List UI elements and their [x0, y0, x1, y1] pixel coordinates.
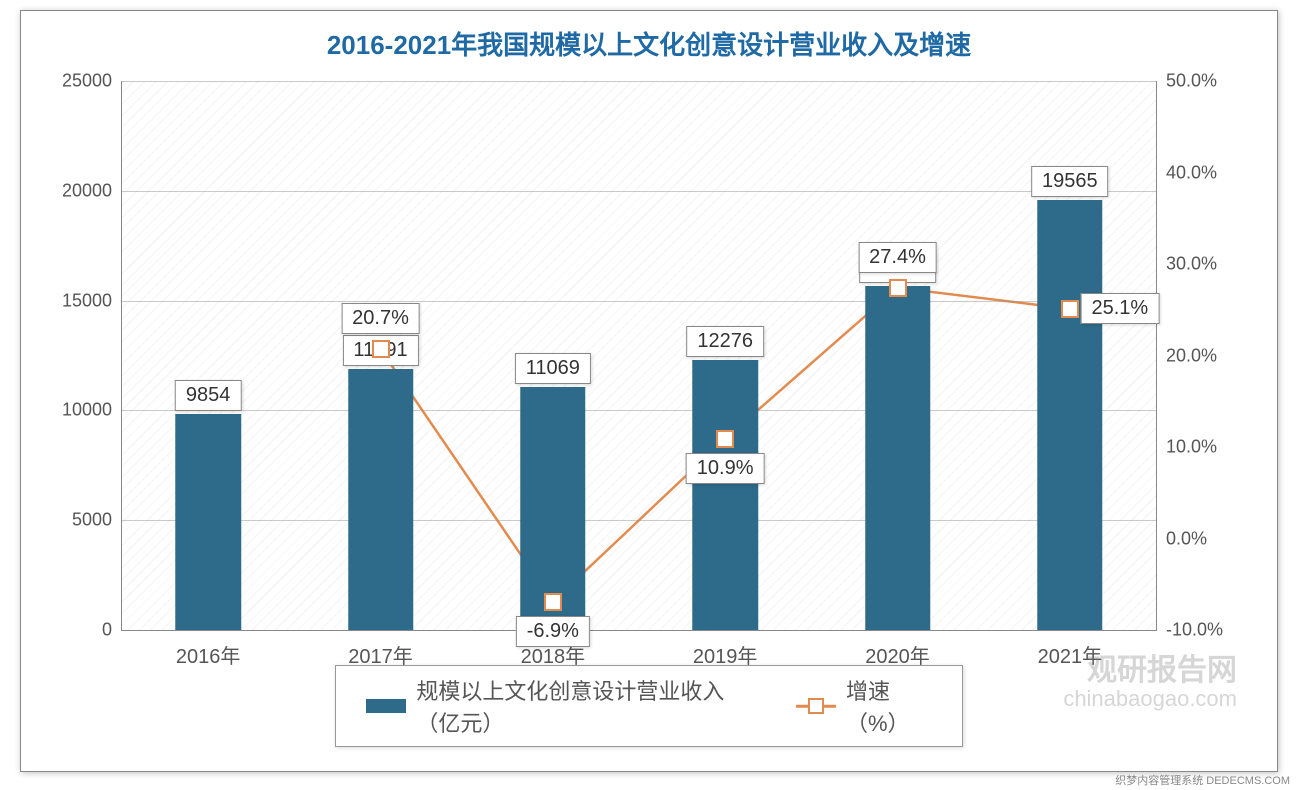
growth-label: 27.4%	[858, 242, 937, 273]
growth-line-svg	[122, 81, 1156, 630]
chart-title: 2016-2021年我国规模以上文化创意设计营业收入及增速	[21, 25, 1277, 62]
gridline	[122, 301, 1156, 302]
ytick-right: 40.0%	[1166, 162, 1217, 183]
ytick-left: 20000	[62, 180, 112, 201]
legend-item-bar: 规模以上文化创意设计营业收入（亿元）	[366, 674, 736, 738]
xtick: 2021年	[1038, 640, 1103, 669]
ytick-right: 10.0%	[1166, 437, 1217, 458]
footer-credit: 织梦内容管理系统 DEDECMS.COM	[1115, 772, 1290, 788]
watermark-brand: 观研报告网	[1087, 654, 1237, 687]
watermark-url: chinabaogao.com	[1063, 686, 1237, 711]
bar-value-label: 19565	[1031, 166, 1109, 197]
bar-value-label: 12276	[686, 326, 764, 357]
ytick-left: 0	[102, 620, 112, 641]
growth-label: 25.1%	[1080, 293, 1159, 324]
ytick-right: 20.0%	[1166, 345, 1217, 366]
bar	[1037, 200, 1102, 630]
line-marker	[544, 593, 562, 611]
bar-value-label: 9854	[175, 380, 242, 411]
legend-swatch-bar	[366, 699, 406, 713]
ytick-left: 25000	[62, 71, 112, 92]
ytick-right: -10.0%	[1166, 620, 1223, 641]
ytick-left: 10000	[62, 400, 112, 421]
gridline	[122, 81, 1156, 82]
gridline	[122, 410, 1156, 411]
line-marker	[716, 430, 734, 448]
line-marker	[889, 279, 907, 297]
ytick-right: 0.0%	[1166, 528, 1207, 549]
growth-label: 10.9%	[686, 453, 765, 484]
bar	[865, 286, 930, 630]
xtick: 2016年	[176, 640, 241, 669]
gridline	[122, 520, 1156, 521]
line-marker	[372, 340, 390, 358]
legend-swatch-line	[796, 699, 836, 713]
bar	[175, 414, 240, 630]
gridline	[122, 191, 1156, 192]
chart-container: 2016-2021年我国规模以上文化创意设计营业收入及增速 0500010000…	[20, 10, 1278, 772]
ytick-right: 50.0%	[1166, 71, 1217, 92]
legend-label-bar: 规模以上文化创意设计营业收入（亿元）	[416, 674, 736, 738]
growth-label: -6.9%	[516, 616, 590, 647]
ytick-right: 30.0%	[1166, 254, 1217, 275]
ytick-left: 15000	[62, 290, 112, 311]
legend-marker-icon	[808, 698, 824, 714]
bar-value-label: 11069	[515, 353, 591, 384]
legend-label-line: 增速（%）	[846, 674, 932, 738]
bar	[692, 360, 757, 630]
line-marker	[1061, 300, 1079, 318]
bar	[348, 369, 413, 630]
plot-area: 0500010000150002000025000-10.0%0.0%10.0%…	[121, 81, 1157, 631]
legend: 规模以上文化创意设计营业收入（亿元） 增速（%）	[335, 665, 963, 747]
legend-item-line: 增速（%）	[796, 674, 932, 738]
growth-label: 20.7%	[341, 303, 420, 334]
ytick-left: 5000	[72, 510, 112, 531]
